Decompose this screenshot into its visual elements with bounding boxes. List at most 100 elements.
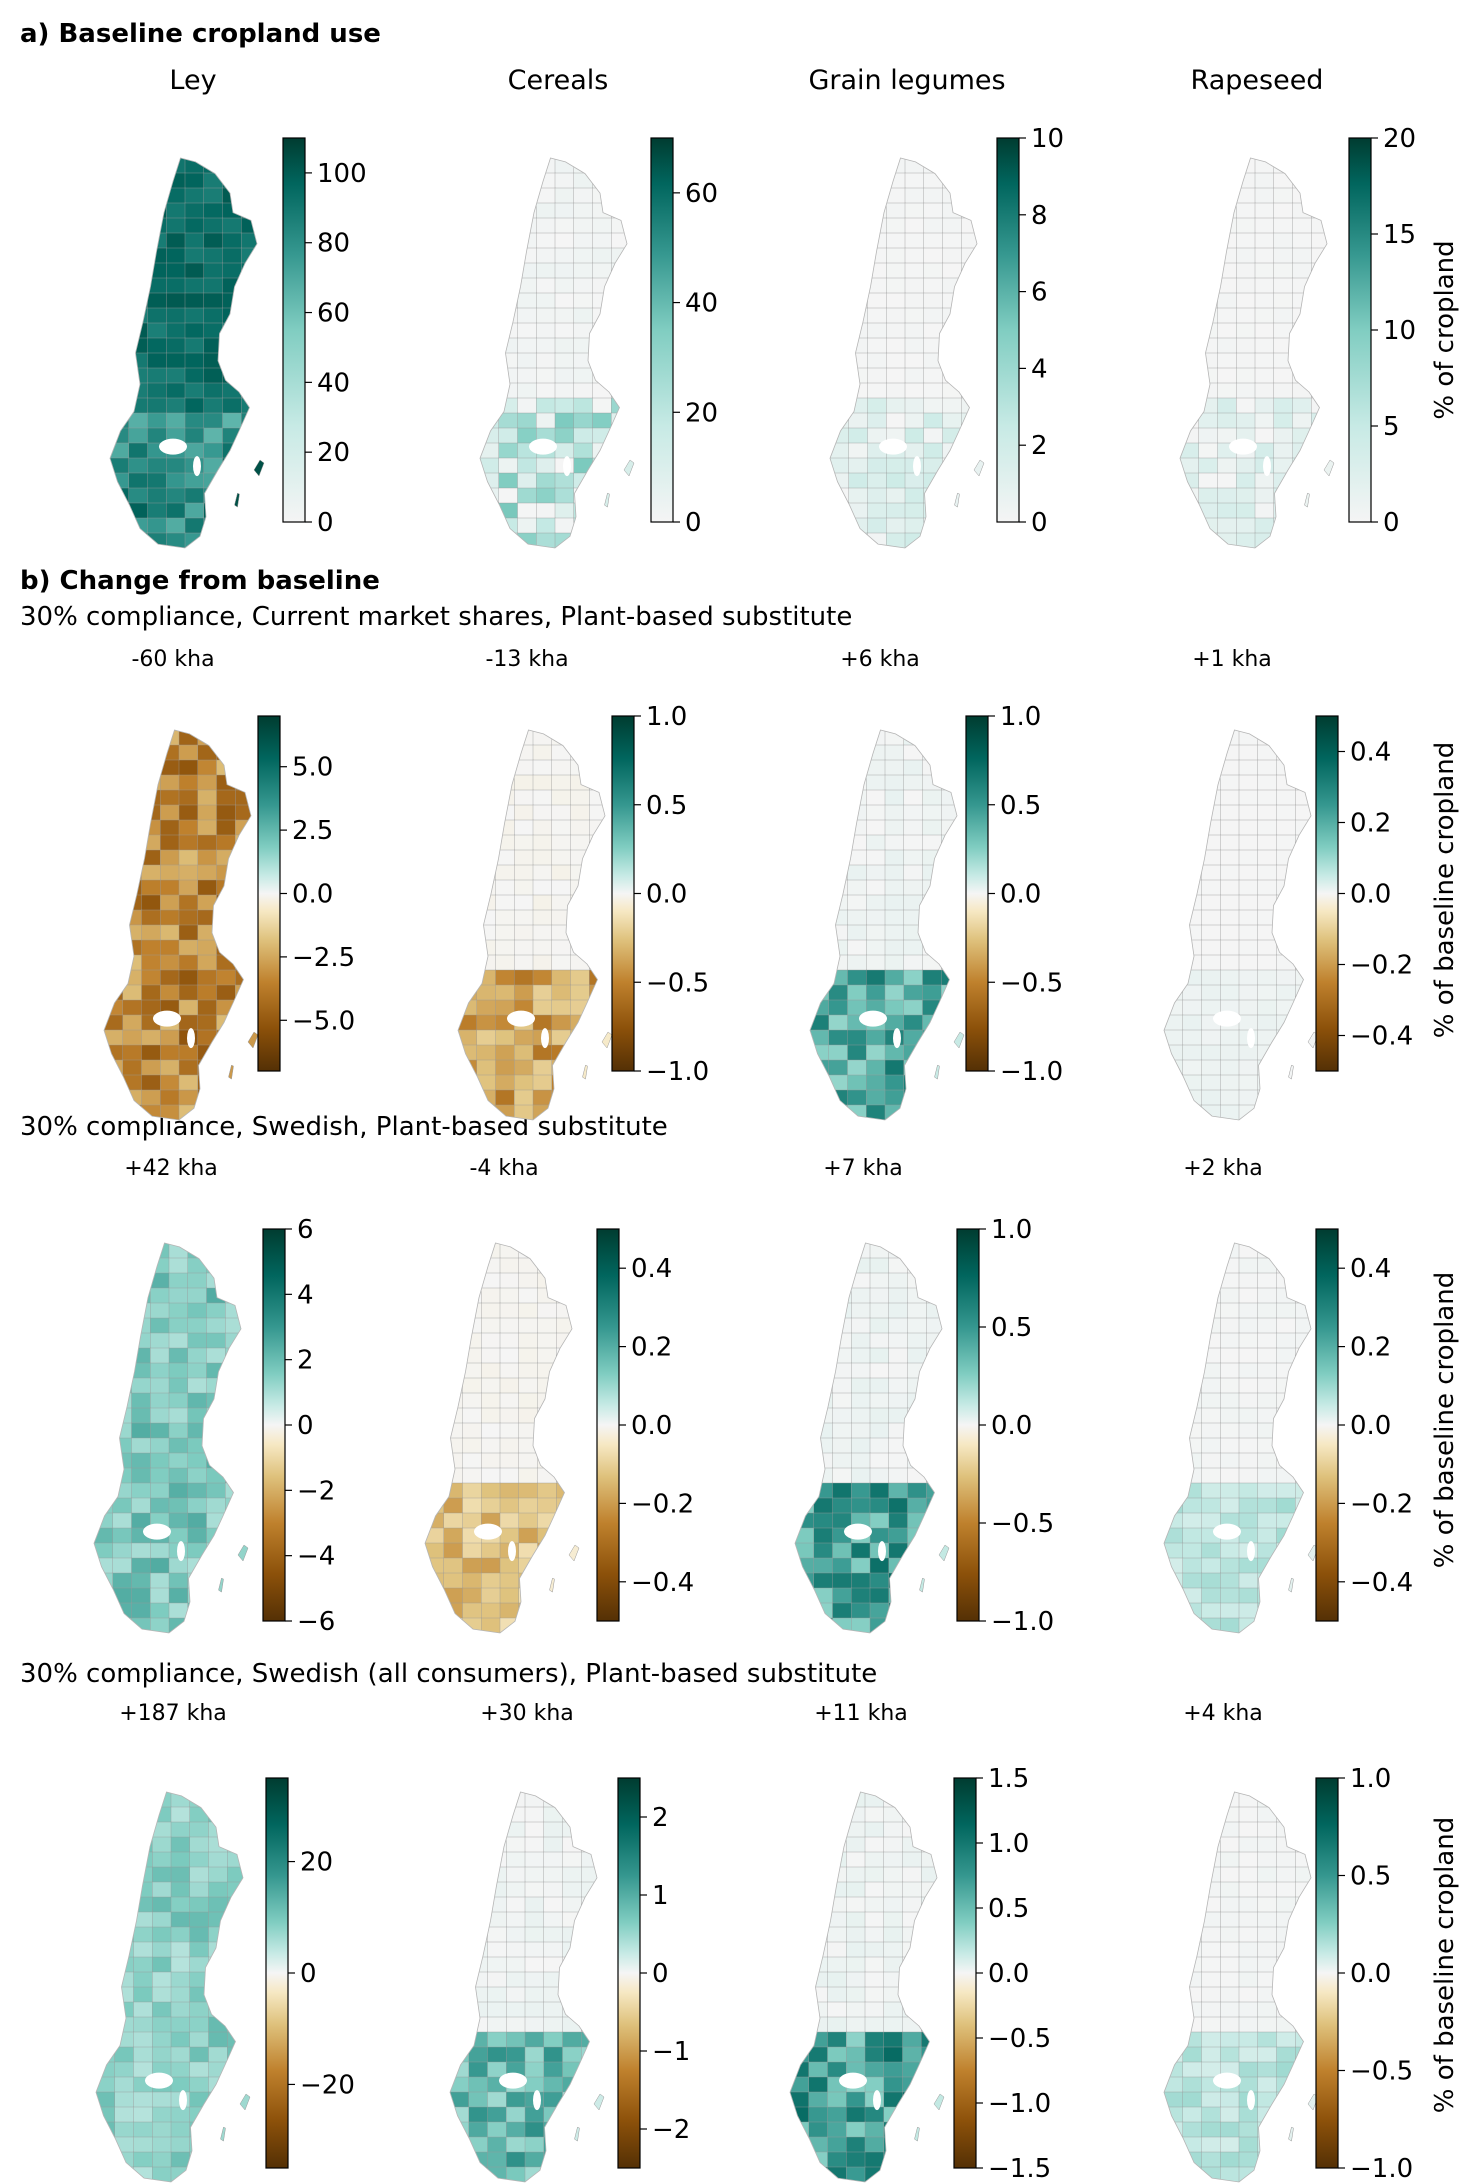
map-region <box>795 1422 815 1439</box>
map-region <box>1182 744 1203 761</box>
map-region <box>524 1956 545 1973</box>
map-region <box>197 864 218 881</box>
map-region <box>556 1317 572 1334</box>
map-region <box>458 819 478 836</box>
map-region <box>458 804 478 821</box>
map-region <box>1238 1527 1259 1544</box>
map-region <box>864 2076 885 2093</box>
map-region <box>923 382 944 399</box>
map-region <box>1182 1911 1203 1928</box>
map-region <box>1201 1986 1221 2003</box>
map-region <box>1257 1497 1278 1514</box>
map-region <box>462 1557 482 1574</box>
map-region <box>235 924 251 941</box>
map-region <box>926 1407 942 1424</box>
map-region <box>790 1866 810 1883</box>
map-region <box>476 774 497 791</box>
map-region <box>96 2121 116 2138</box>
map-region <box>888 1512 909 1529</box>
map-region <box>443 1482 464 1499</box>
map-a-0-outline <box>109 157 258 549</box>
map-region <box>810 909 830 926</box>
map-region <box>848 262 869 279</box>
map-region <box>1311 502 1327 519</box>
map-region <box>543 2016 564 2033</box>
map-region <box>187 1617 208 1633</box>
map-region <box>795 1287 815 1304</box>
map-region <box>790 2166 810 2182</box>
map-region <box>208 1806 228 1823</box>
map-region <box>197 759 218 776</box>
map-region <box>141 909 161 926</box>
map-region <box>903 759 924 776</box>
map-region <box>462 1452 482 1469</box>
map-region <box>506 1836 526 1853</box>
map-region <box>562 2166 582 2182</box>
map-region <box>1292 277 1312 294</box>
map-region <box>1164 1866 1184 1883</box>
map-region <box>830 307 850 324</box>
map-region <box>133 2016 153 2033</box>
map-region <box>903 1104 924 1120</box>
map-region <box>235 984 251 1001</box>
map-region <box>926 1617 942 1633</box>
map-region <box>537 1482 557 1499</box>
gotland-island <box>973 459 985 477</box>
map-region <box>832 1272 852 1289</box>
colorbar-tick-label: 80 <box>317 229 350 259</box>
map-region <box>131 1407 151 1424</box>
map-region <box>902 1896 922 1913</box>
map-region <box>554 277 575 294</box>
map-region <box>1164 1074 1184 1091</box>
map-region <box>537 1497 557 1514</box>
map-region <box>187 1557 208 1574</box>
map-region <box>886 337 906 354</box>
map-region <box>570 834 590 851</box>
map-region <box>1182 1821 1203 1838</box>
map-region <box>241 472 257 489</box>
map-region <box>517 397 537 414</box>
map-region <box>808 2061 829 2078</box>
map-region <box>942 232 962 249</box>
map-region <box>1254 307 1275 324</box>
map-region <box>170 1986 191 2003</box>
map-region <box>1257 1104 1278 1120</box>
map-region <box>884 999 905 1016</box>
map-region <box>147 352 167 369</box>
map-region <box>468 2076 489 2093</box>
map-region <box>518 1287 539 1304</box>
map-region <box>450 1956 470 1973</box>
map-region <box>499 1452 520 1469</box>
map-region <box>921 2001 937 2018</box>
colorbar-tick-label: −4 <box>297 1542 335 1572</box>
map-region <box>1295 1926 1311 1943</box>
map-region <box>110 457 130 474</box>
map-region <box>495 789 515 806</box>
map-region <box>1198 202 1219 219</box>
map-region <box>1238 1497 1259 1514</box>
map-b1-1-regions <box>458 730 605 1120</box>
map-region <box>551 1014 572 1031</box>
map-region <box>884 864 905 881</box>
map-region <box>907 1257 927 1274</box>
map-region <box>851 1407 871 1424</box>
map-region <box>152 2151 172 2168</box>
map-region <box>1182 1272 1203 1289</box>
map-region <box>222 532 242 548</box>
map-region <box>589 1059 605 1076</box>
map-region <box>1164 1437 1184 1454</box>
map-region <box>487 1792 507 1808</box>
map-region <box>1276 2106 1296 2123</box>
map-region <box>524 2031 545 2048</box>
map-region <box>104 804 124 821</box>
map-region <box>1220 1347 1240 1364</box>
map-region <box>941 1089 957 1106</box>
map-region <box>941 819 957 836</box>
map-region <box>187 1317 208 1334</box>
map-region <box>458 894 478 911</box>
map-region <box>112 1272 133 1289</box>
map-region <box>1198 427 1219 444</box>
map-region <box>450 1881 470 1898</box>
map-region <box>1254 397 1275 414</box>
map-region <box>141 984 161 1001</box>
